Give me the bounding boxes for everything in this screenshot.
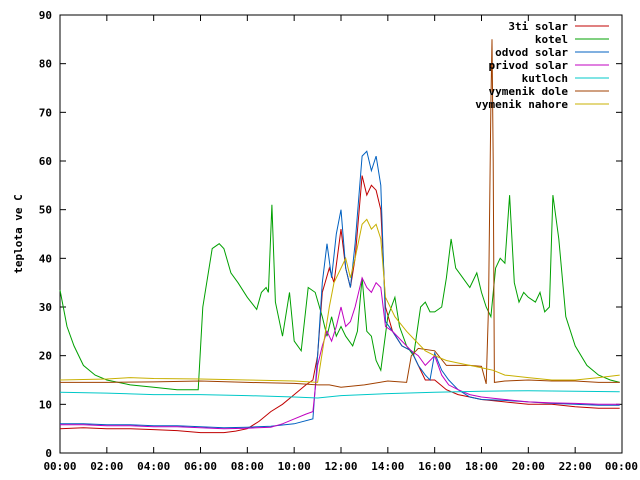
y-tick-label: 20 [39,350,52,363]
x-tick-label: 12:00 [324,460,357,473]
series-line-1 [59,195,620,391]
x-tick-label: 00:00 [605,460,638,473]
x-tick-label: 20:00 [512,460,545,473]
series-line-6 [59,218,620,383]
y-tick-label: 0 [45,447,52,460]
y-tick-label: 40 [39,252,52,265]
legend-label: vymenik nahore [475,98,568,111]
y-tick-label: 80 [39,58,52,71]
x-tick-label: 08:00 [231,460,264,473]
legend-label: kutloch [522,72,568,85]
series-line-5 [60,39,620,388]
series-line-2 [60,150,620,429]
axis-ticks: 0 10 20 30 40 50 60 70 80 90 00:00 02:00 04:00 06:00 0… [39,9,638,473]
x-tick-label: 06:00 [184,460,217,473]
x-tick-label: 22:00 [559,460,592,473]
series-line-3 [60,276,620,430]
series-line-0 [59,175,620,434]
legend-label: 3ti solar [508,20,568,33]
y-tick-label: 10 [39,398,52,411]
x-tick-label: 02:00 [90,460,123,473]
legend-label: odvod solar [495,46,568,59]
legend-label: privod solar [489,59,569,72]
y-tick-label: 50 [39,204,52,217]
x-tick-label: 18:00 [465,460,498,473]
x-tick-label: 00:00 [43,460,76,473]
x-tick-label: 04:00 [137,460,170,473]
series-line-4 [59,390,620,399]
x-tick-label: 14:00 [371,460,404,473]
series-lines [59,39,620,434]
y-tick-label: 30 [39,301,52,314]
y-axis-label: teplota ve C [12,194,25,273]
legend-label: vymenik dole [489,85,569,98]
y-tick-label: 70 [39,106,52,119]
x-tick-label: 10:00 [278,460,311,473]
y-tick-label: 90 [39,9,52,22]
y-tick-label: 60 [39,155,52,168]
legend-label: kotel [535,33,568,46]
x-tick-label: 16:00 [418,460,451,473]
